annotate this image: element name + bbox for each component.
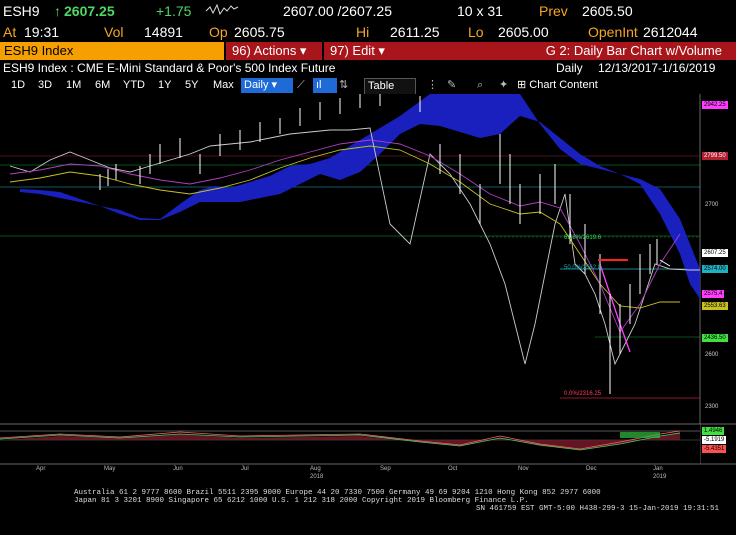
- info-row: ESH9 Index : CME E-Mini Standard & Poor'…: [0, 60, 736, 77]
- zoom-icon[interactable]: ⌕: [477, 79, 484, 91]
- x-month-sep: Sep: [380, 466, 391, 472]
- op-value: 2605.75: [234, 24, 285, 40]
- period-6m[interactable]: 6M: [95, 79, 111, 91]
- tag-2574: 2574.00: [702, 265, 728, 273]
- fib-50: 50.0%/2562.8: [564, 265, 602, 271]
- compare-icon[interactable]: ⇅: [339, 79, 349, 91]
- quote-row-2: At 19:31 Vol 14891 Op 2605.75 Hi 2611.25…: [0, 22, 736, 42]
- bid-ask-size: 10 x 31: [457, 3, 503, 19]
- footer-line-3: SN 461759 EST GMT-5:00 H438-299-3 15-Jan…: [476, 505, 720, 513]
- osc-tag-c: -5.4351: [702, 445, 727, 453]
- vol-value: 14891: [144, 24, 183, 40]
- vol-label: Vol: [104, 24, 124, 40]
- chart-content-label: Chart Content: [529, 79, 598, 91]
- x-month-apr: Apr: [36, 466, 46, 472]
- x-month-jun: Jun: [173, 466, 183, 472]
- period-label: Daily: [556, 61, 583, 75]
- frequency-select[interactable]: Daily ▾: [241, 78, 293, 93]
- last-price: 2607.25: [64, 3, 115, 19]
- at-label: At: [3, 24, 17, 40]
- table-button-label: Table: [368, 80, 395, 92]
- bar-chart-icon[interactable]: ıl: [313, 78, 337, 93]
- lo-label: Lo: [468, 24, 484, 40]
- x-month-jan: Jan: [653, 466, 663, 472]
- x-year-2018: 2018: [310, 474, 324, 480]
- tag-2799: 2799.50: [702, 152, 728, 160]
- period-1d[interactable]: 1D: [11, 79, 26, 91]
- period-3d[interactable]: 3D: [38, 79, 53, 91]
- hi-value: 2611.25: [390, 24, 440, 40]
- y-tick-2300: 2300: [705, 404, 719, 410]
- period-max[interactable]: Max: [213, 79, 234, 91]
- osc-tag-b: -5.1919: [702, 436, 727, 444]
- x-month-jul: Jul: [241, 466, 249, 472]
- actions-menu[interactable]: 96) Actions ▾: [226, 42, 322, 60]
- period-1m[interactable]: 1M: [66, 79, 82, 91]
- chart-content-icon: ⊞: [517, 79, 530, 91]
- x-month-nov: Nov: [518, 466, 529, 472]
- edit-menu-bar: 97) Edit ▾ G 2: Daily Bar Chart w/Volume: [324, 42, 736, 60]
- period-ytd[interactable]: YTD: [123, 79, 145, 91]
- sparkline-icon: [205, 2, 239, 18]
- line-chart-icon[interactable]: ⟋: [297, 79, 305, 91]
- table-button[interactable]: Table: [364, 78, 416, 95]
- date-range: 12/13/2017-1/16/2019: [598, 61, 716, 75]
- op-label: Op: [209, 24, 228, 40]
- chart-title: G 2: Daily Bar Chart w/Volume: [545, 43, 722, 58]
- chart-content-button[interactable]: ⊞ Chart Content: [514, 78, 601, 93]
- time-value: 19:31: [24, 24, 60, 40]
- hi-label: Hi: [356, 24, 370, 40]
- period-toolbar: 1D 3D 1M 6M YTD 1Y 5Y Max Daily ▾ ⟋ ıl ⇅…: [0, 77, 736, 95]
- fib-0: 0.0%/2316.25: [564, 391, 602, 397]
- settings-icon[interactable]: ⋮: [427, 79, 438, 91]
- openint-value: 2612044: [643, 24, 698, 40]
- x-month-oct: Oct: [448, 466, 458, 472]
- price-change: +1.75: [156, 3, 192, 19]
- footer-line-1: Australia 61 2 9777 8600 Brazil 5511 239…: [74, 489, 601, 497]
- draw-icon[interactable]: ✎: [447, 79, 457, 91]
- osc-tag-a: 1.4946: [702, 427, 725, 435]
- security-description: ESH9 Index : CME E-Mini Standard & Poor'…: [3, 61, 336, 75]
- y-tick-2700: 2700: [705, 202, 719, 208]
- x-month-aug: Aug: [310, 466, 321, 472]
- openint-label: OpenInt: [588, 24, 638, 40]
- fib-382: 61.8%/2619.6: [564, 235, 602, 241]
- ticker: ESH9: [3, 3, 40, 19]
- bid-ask: 2607.00 /2607.25: [283, 3, 392, 19]
- footer-line-2: Japan 81 3 3201 8900 Singapore 65 6212 1…: [74, 497, 529, 505]
- x-month-dec: Dec: [586, 466, 597, 472]
- quote-row-1: ESH9 ↑ 2607.25 +1.75 2607.00 /2607.25 10…: [0, 0, 736, 22]
- edit-menu[interactable]: 97) Edit ▾: [330, 43, 385, 58]
- tag-2436: 2436.50: [702, 334, 728, 342]
- tag-2551: 2553.63: [702, 302, 728, 310]
- price-chart-svg: [0, 94, 736, 465]
- up-arrow-icon: ↑: [54, 3, 61, 19]
- security-field[interactable]: ESH9 Index: [0, 42, 224, 60]
- period-5y[interactable]: 5Y: [185, 79, 199, 91]
- x-month-may: May: [104, 466, 116, 472]
- y-tick-2600: 2600: [705, 352, 719, 358]
- magic-icon[interactable]: ✦: [499, 79, 509, 91]
- function-bar: ESH9 Index 96) Actions ▾ 97) Edit ▾ G 2:…: [0, 42, 736, 60]
- tag-last: 2607.25: [702, 249, 728, 257]
- x-year-2019: 2019: [653, 474, 667, 480]
- prev-value: 2605.50: [582, 3, 633, 19]
- lo-value: 2605.00: [498, 24, 549, 40]
- price-bars: [99, 94, 658, 394]
- price-chart[interactable]: 2942.25 2799.50 2700 2607.25 2574.00 257…: [0, 94, 736, 530]
- prev-label: Prev: [539, 3, 568, 19]
- tag-magenta: 2575.4: [702, 290, 725, 298]
- period-1y[interactable]: 1Y: [158, 79, 172, 91]
- tag-top: 2942.25: [702, 101, 728, 109]
